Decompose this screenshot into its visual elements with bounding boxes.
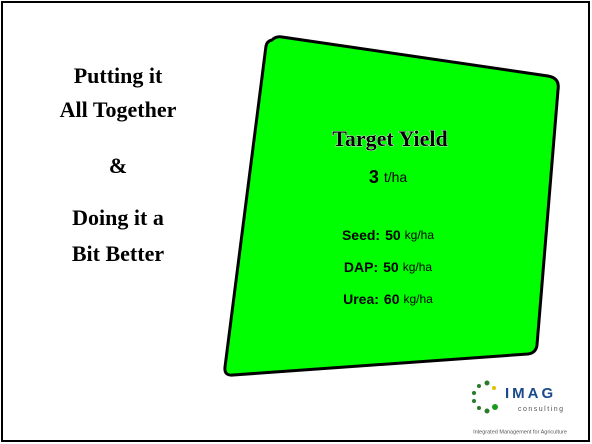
yield-line: 3 t/ha <box>369 167 408 187</box>
input-line: Urea: 60 kg/ha <box>343 291 433 307</box>
heading-line: Doing it a <box>72 205 164 230</box>
input-unit: kg/ha <box>403 260 433 274</box>
heading-line: Putting it <box>74 63 163 88</box>
input-value: 50 <box>383 259 399 275</box>
input-line: DAP: 50 kg/ha <box>344 259 432 275</box>
logo-dots <box>472 380 498 414</box>
input-value: 50 <box>385 227 401 243</box>
heading-line: & <box>109 153 127 178</box>
input-label: Seed: <box>342 227 380 243</box>
panel-title: Target Yield <box>332 126 448 151</box>
heading: Putting it All Together & Doing it a Bit Bet… <box>60 63 177 266</box>
heading-line: Bit Better <box>72 241 164 266</box>
logo-sub: consulting <box>518 406 565 413</box>
input-label: Urea: <box>343 291 379 307</box>
yield-unit: t/ha <box>384 169 408 185</box>
heading-line: All Together <box>60 97 177 122</box>
logo-tagline: Integrated Management for Agriculture <box>473 429 567 435</box>
input-unit: kg/ha <box>404 292 434 306</box>
input-unit: kg/ha <box>405 228 435 242</box>
yield-value: 3 <box>369 167 379 187</box>
green-panel <box>223 35 560 377</box>
input-line: Seed: 50 kg/ha <box>342 227 434 243</box>
logo-name: IMAG <box>505 385 556 402</box>
logo: IMAG consulting Integrated Management fo… <box>472 380 567 435</box>
input-label: DAP: <box>344 259 378 275</box>
input-value: 60 <box>384 291 400 307</box>
